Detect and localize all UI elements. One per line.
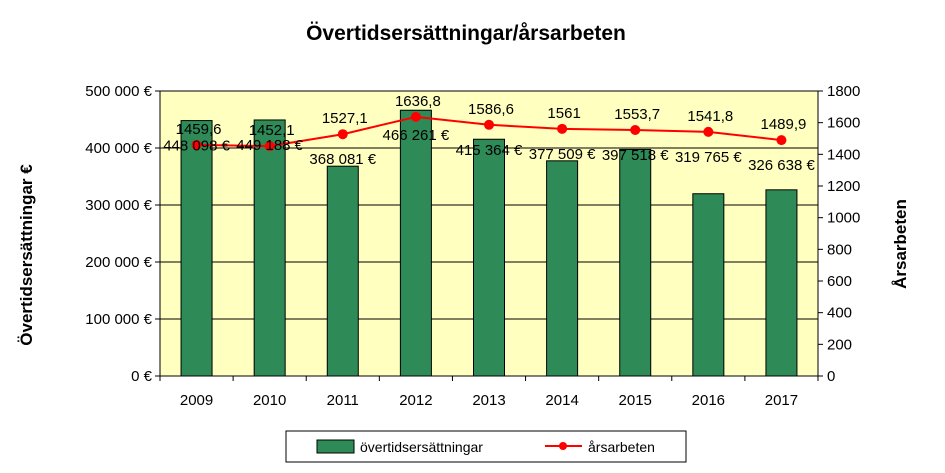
line-point-2012 <box>410 111 421 122</box>
y-right-tick-label: 200 <box>827 336 852 353</box>
line-data-label: 1586,6 <box>468 101 514 118</box>
y-right-tick-label: 0 <box>827 368 835 385</box>
x-tick-label: 2016 <box>692 392 725 409</box>
bar-data-label: 448 098 € <box>163 138 230 155</box>
y-right-tick-label: 1200 <box>827 178 860 195</box>
bar-data-label: 397 518 € <box>602 147 669 164</box>
bar-2009 <box>180 120 213 377</box>
x-tick-label: 2009 <box>180 392 213 409</box>
legend-label-overtime: övertidsersättningar <box>360 439 483 455</box>
bar-data-label: 377 509 € <box>529 146 596 163</box>
bar-2015 <box>619 148 652 377</box>
line-data-label: 1636,8 <box>395 93 441 110</box>
bar-data-label: 368 081 € <box>309 151 376 168</box>
y-axis-left-title: Övertidsersättningar € <box>17 164 36 346</box>
y-right-tick-label: 400 <box>827 305 852 322</box>
line-point-2014 <box>557 123 568 134</box>
y-right-tick-label: 800 <box>827 241 852 258</box>
line-data-label: 1561 <box>547 105 580 122</box>
x-tick-label: 2015 <box>619 392 652 409</box>
bar-data-labels: 448 098 € 449 188 € 368 081 € 466 261 € 415 … <box>163 127 815 174</box>
legend-swatch-overtime <box>316 439 355 454</box>
y-left-tick-label: 500 000 € <box>85 83 152 100</box>
y-right-tick-label: 1000 <box>827 210 860 227</box>
legend: övertidsersättningar årsarbeten <box>285 430 687 463</box>
y-right-tick-label: 600 <box>827 273 852 290</box>
right-axis: 0 200 400 600 800 1000 1200 1400 1600 1800 <box>817 83 860 385</box>
line-point-2017 <box>776 135 787 146</box>
bar-data-label: 415 364 € <box>456 142 523 159</box>
y-left-tick-label: 0 € <box>131 368 153 385</box>
line-data-label: 1452,1 <box>249 122 295 139</box>
line-series <box>191 111 787 152</box>
bar-data-label: 466 261 € <box>383 127 450 144</box>
line-point-2013 <box>484 119 494 130</box>
y-left-tick-label: 100 000 € <box>85 311 152 328</box>
line-point-2009 <box>191 139 202 150</box>
line-data-label: 1541,8 <box>687 108 733 125</box>
x-tick-label: 2013 <box>472 392 505 409</box>
x-tick-label: 2012 <box>399 392 432 409</box>
line-data-label: 1459,6 <box>176 121 222 138</box>
legend-label-fte: årsarbeten <box>588 439 655 455</box>
line-data-label: 1553,7 <box>614 106 660 123</box>
legend-swatch-fte-marker <box>559 442 567 450</box>
bar-2010 <box>253 119 286 377</box>
y-left-tick-label: 400 000 € <box>85 140 152 157</box>
bar-2013 <box>473 138 505 377</box>
y-left-tick-label: 300 000 € <box>85 197 152 214</box>
bar-2011 <box>326 165 359 377</box>
x-tick-label: 2010 <box>253 392 286 409</box>
x-tick-label: 2014 <box>545 392 578 409</box>
line-data-label: 1527,1 <box>322 110 368 127</box>
line-point-2015 <box>630 124 641 135</box>
bar-data-label: 326 638 € <box>748 157 815 174</box>
bar-2017 <box>765 189 798 377</box>
line-data-label: 1489,9 <box>760 116 806 133</box>
line-point-2011 <box>337 129 348 140</box>
bar-data-label: 319 765 € <box>675 149 742 166</box>
x-tick-label: 2017 <box>765 392 798 409</box>
bar-series <box>180 109 798 377</box>
x-axis: 2009 2010 2011 2012 2013 2014 2015 2016 2017 <box>159 376 819 409</box>
y-left-tick-label: 200 000 € <box>85 254 152 271</box>
x-tick-label: 2011 <box>327 392 359 409</box>
line-data-labels: 1459,6 1452,1 1527,1 1636,8 1586,6 1561 1553,7… <box>176 93 807 139</box>
bar-data-label: 449 188 € <box>236 137 303 154</box>
line-point-2016 <box>703 126 714 137</box>
bar-2014 <box>546 160 579 377</box>
chart-title: Övertidsersättningar/årsarbeten <box>306 22 626 45</box>
line-point-2010 <box>264 141 275 152</box>
left-axis: 0 € 100 000 € 200 000 € 300 000 € 400 000 € 5… <box>85 83 161 385</box>
bar-2016 <box>692 193 725 377</box>
y-right-tick-label: 1400 <box>827 146 860 163</box>
y-axis-right-title: Årsarbeten <box>891 199 910 289</box>
y-right-tick-label: 1600 <box>827 115 860 132</box>
y-right-tick-label: 1800 <box>827 83 860 100</box>
bar-2012 <box>399 109 432 377</box>
